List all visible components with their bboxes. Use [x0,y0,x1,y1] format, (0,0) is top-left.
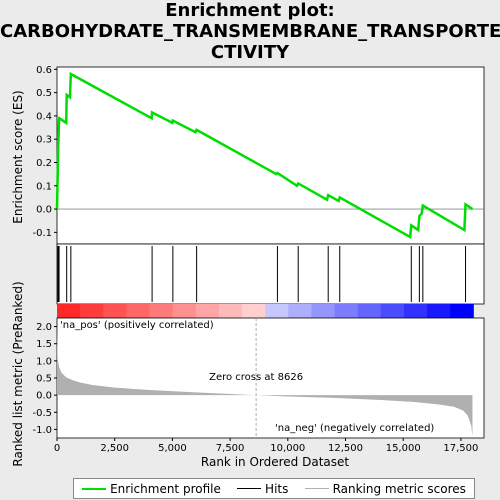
color-band-segment [149,304,174,318]
hits-panel-background [56,243,485,305]
metric-y-tick-label: 1.0 [36,356,52,367]
color-band-segment [195,304,220,318]
color-band-segment [57,304,81,318]
x-tick-label: 2,500 [100,443,129,454]
x-tick-label: 5,000 [158,443,187,454]
x-tick-label: 17,500 [443,443,478,454]
es-y-tick-label: -0.1 [32,228,52,239]
metric-y-tick-label: 0.5 [36,374,52,385]
x-tick-label: 10,000 [270,443,305,454]
color-band-segment [265,304,289,318]
gray-line-icon [304,488,329,489]
es-y-tick-label: 0.2 [36,158,52,169]
metric-y-tick-label: 0.0 [36,391,52,402]
metric-y-tick-label: 2.0 [36,322,52,333]
color-band-segment [450,304,474,318]
positive-correlation-label: 'na_pos' (positively correlated) [60,320,214,331]
color-band-segment [334,304,359,318]
x-tick-label: 7,500 [216,443,245,454]
color-band-segment [103,304,127,318]
green-line-icon [82,487,107,490]
metric-y-tick-label: -0.5 [32,408,52,419]
color-band-segment [380,304,405,318]
legend-item-hits: Hits [237,482,288,496]
legend: Enrichment profile Hits Ranking metric s… [73,478,475,499]
color-band-segment [427,304,451,318]
legend-label-hits: Hits [265,481,289,496]
es-y-axis-label: Enrichment score (ES) [11,90,25,223]
metric-y-tick-label: 1.5 [36,339,52,350]
x-tick-label: 12,500 [328,443,363,454]
legend-item-ranking: Ranking metric scores [304,481,466,496]
legend-item-enrichment: Enrichment profile [82,482,221,496]
x-axis-label: Rank in Ordered Dataset [201,455,349,469]
color-band-segment [126,304,151,318]
color-band-segment [242,304,266,318]
metric-panel-background [56,317,485,439]
color-band-segment [80,304,104,318]
es-panel-background [56,66,485,245]
plot-title: Enrichment plot: CARBOHYDRATE_TRANSMEMBR… [0,0,500,63]
legend-label-enrichment: Enrichment profile [110,481,221,496]
negative-correlation-label: 'na_neg' (negatively correlated) [275,423,434,434]
color-band-segment [357,304,382,318]
zero-cross-label: Zero cross at 8626 [209,372,303,383]
color-band-segment [288,304,312,318]
legend-label-ranking: Ranking metric scores [332,481,466,496]
es-y-tick-label: 0.0 [36,205,52,216]
es-y-tick-label: 0.3 [36,135,52,146]
es-y-tick-label: 0.5 [36,88,52,99]
color-band-segment [218,304,243,318]
metric-y-axis-label: Ranked list metric (PreRanked) [11,281,25,466]
es-y-tick-label: 0.6 [36,65,52,76]
ranking-color-band [57,304,474,318]
color-band-segment [311,304,336,318]
es-y-tick-label: 0.1 [36,181,52,192]
enrichment-profile-line [55,71,474,240]
color-band-segment [172,304,197,318]
x-tick-label: 15,000 [386,443,421,454]
es-y-tick-label: 0.4 [36,111,52,122]
x-tick-label: 0 [54,443,60,454]
color-band-segment [403,304,428,318]
metric-y-tick-label: -1.0 [32,425,52,436]
black-line-icon [237,488,262,489]
